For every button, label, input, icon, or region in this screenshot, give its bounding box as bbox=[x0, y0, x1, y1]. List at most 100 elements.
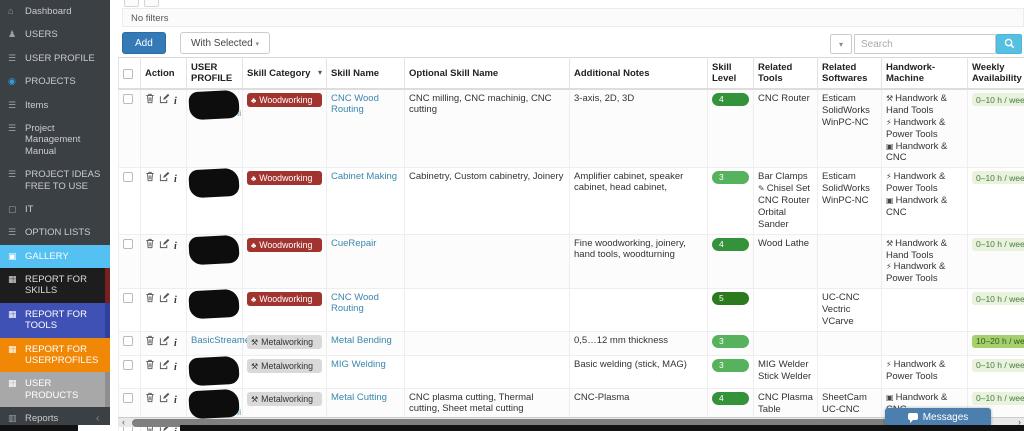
edit-icon[interactable] bbox=[159, 392, 170, 406]
edit-icon[interactable] bbox=[159, 238, 170, 252]
delete-icon[interactable] bbox=[145, 171, 155, 185]
scrollbar-thumb[interactable] bbox=[132, 419, 988, 427]
row-checkbox[interactable] bbox=[123, 172, 133, 183]
sidebar-item-users[interactable]: ♟ USERS bbox=[0, 23, 110, 46]
additional-notes-cell bbox=[569, 288, 708, 332]
delete-icon[interactable] bbox=[145, 359, 155, 373]
edit-icon[interactable] bbox=[159, 171, 170, 185]
weekly-availability-badge: 0–10 h / week bbox=[972, 237, 1024, 251]
info-icon[interactable]: i bbox=[174, 394, 177, 406]
column-header-related-softwares: Related Softwares bbox=[817, 57, 882, 90]
add-button[interactable]: Add bbox=[122, 32, 166, 54]
column-header-additional-notes: Additional Notes bbox=[569, 57, 708, 90]
row-checkbox[interactable] bbox=[123, 335, 133, 346]
sidebar-item-projects[interactable]: ◉ PROJECTS bbox=[0, 70, 110, 93]
optional-skill-name-cell bbox=[404, 233, 570, 290]
skill-name-link[interactable]: Cabinet Making bbox=[331, 171, 398, 183]
search-scope-dropdown[interactable]: ▾ bbox=[830, 34, 852, 54]
messages-label: Messages bbox=[922, 412, 969, 423]
sidebar-item-report-for-userprofiles[interactable]: ▦ REPORT FOR USERPROFILES bbox=[0, 337, 110, 373]
row-checkbox[interactable] bbox=[123, 238, 133, 249]
column-header-label: Action bbox=[145, 67, 175, 79]
toolbar-stub-button[interactable] bbox=[124, 0, 139, 7]
chart-icon: ▥ bbox=[8, 413, 17, 424]
delete-icon[interactable] bbox=[145, 292, 155, 306]
edit-icon[interactable] bbox=[159, 335, 170, 349]
related-software-item: SolidWorks bbox=[822, 104, 870, 116]
report-icon: ▦ bbox=[8, 274, 17, 285]
info-icon[interactable]: i bbox=[174, 427, 177, 431]
info-icon[interactable]: i bbox=[174, 240, 177, 252]
optional-skill-name-cell: CNC milling, CNC machinig, CNC cutting bbox=[404, 88, 570, 169]
info-icon[interactable]: i bbox=[174, 174, 177, 186]
related-software-item: Vectric VCarve bbox=[822, 304, 854, 327]
sidebar-item-label: USER PROFILE bbox=[25, 52, 95, 64]
info-icon[interactable]: i bbox=[174, 96, 177, 107]
sidebar-item-it[interactable]: ▢ IT bbox=[0, 198, 110, 221]
delete-icon[interactable] bbox=[145, 392, 155, 406]
skill-name-link[interactable]: CueRepair bbox=[331, 237, 377, 249]
cnc-icon: ▣ bbox=[886, 196, 894, 205]
column-header-handwork-machine: Handwork-Machine bbox=[881, 57, 968, 90]
additional-notes-cell: 3-axis, 2D, 3D bbox=[569, 88, 708, 169]
sidebar-item-report-for-skills[interactable]: ▦ REPORT FOR SKILLS bbox=[0, 268, 110, 303]
sidebar-item-items[interactable]: ☰ Items bbox=[0, 94, 110, 117]
sidebar-item-user-products[interactable]: ▦ USER PRODUCTS bbox=[0, 372, 110, 408]
column-header-label: Skill Name bbox=[331, 67, 380, 79]
scroll-left-arrow[interactable]: ‹ bbox=[122, 417, 125, 427]
sidebar-item-project-management-manual[interactable]: ☰ Project Management Manual bbox=[0, 117, 110, 163]
sidebar-item-reports[interactable]: ▥ Reports ‹ bbox=[0, 407, 110, 425]
edit-icon[interactable] bbox=[159, 359, 170, 373]
handwork-item: ⚡ Handwork & Power Tools bbox=[886, 261, 963, 285]
sidebar-item-report-for-tools[interactable]: ▦ REPORT FOR TOOLS bbox=[0, 302, 110, 338]
handwork-item: ⚡ Handwork & Power Tools bbox=[886, 171, 963, 195]
scroll-right-arrow[interactable]: › bbox=[1018, 417, 1021, 427]
skill-name-link[interactable]: Metal Bending bbox=[331, 334, 392, 346]
delete-icon[interactable] bbox=[145, 335, 155, 349]
sidebar-item-dashboard[interactable]: ⌂ Dashboard bbox=[0, 0, 110, 23]
related-tool-item: Orbital Sander bbox=[758, 207, 813, 231]
sidebar-item-user-profile[interactable]: ☰ USER PROFILE bbox=[0, 47, 110, 70]
toolbar-stub-button[interactable] bbox=[144, 0, 159, 7]
delete-icon[interactable] bbox=[145, 93, 155, 107]
row-checkbox[interactable] bbox=[123, 94, 133, 104]
search-button[interactable] bbox=[996, 34, 1022, 54]
skill-name-link[interactable]: Metal Cutting bbox=[331, 391, 387, 403]
redacted-avatar bbox=[188, 388, 240, 420]
user-profile-link[interactable]: BasicStreamer bbox=[191, 334, 254, 346]
edit-icon[interactable] bbox=[159, 292, 170, 306]
related-softwares-cell: UC-CNC Vectric VCarve bbox=[817, 288, 882, 332]
sidebar-item-option-lists[interactable]: ☰ OPTION LISTS bbox=[0, 221, 110, 244]
sidebar-item-gallery[interactable]: ▣ GALLERY bbox=[0, 244, 110, 269]
with-selected-dropdown[interactable]: With Selected ▾ bbox=[180, 32, 270, 54]
handwork-label: Handwork & Power Tools bbox=[886, 358, 946, 382]
table-row: i ♣ Woodworking CueRepair Fine woodworking, … bbox=[118, 233, 1024, 290]
info-icon[interactable]: i bbox=[174, 337, 177, 349]
skill-name-link[interactable]: CNC Wood Routing bbox=[331, 292, 379, 315]
tree-icon: ♣ bbox=[251, 174, 257, 184]
messages-button[interactable]: Messages bbox=[885, 408, 991, 428]
row-checkbox[interactable] bbox=[123, 392, 133, 403]
info-icon[interactable]: i bbox=[174, 295, 177, 307]
delete-icon[interactable] bbox=[145, 238, 155, 252]
select-all-checkbox[interactable] bbox=[123, 68, 133, 79]
edit-icon[interactable] bbox=[159, 93, 170, 107]
horizontal-scrollbar[interactable]: ‹ › bbox=[118, 417, 1024, 427]
row-checkbox[interactable] bbox=[123, 293, 133, 304]
table-row: i BasicStreamer ⚒ Metalworking Metal Bending… bbox=[118, 330, 1024, 356]
sort-caret-icon[interactable]: ▾ bbox=[317, 67, 322, 77]
search-input[interactable] bbox=[854, 34, 996, 54]
handwork-machine-cell: ⚡ Handwork & Power Tools bbox=[881, 354, 968, 389]
power-tools-icon: ⚡ bbox=[886, 172, 892, 182]
profile-link-suffix: fi bbox=[237, 109, 241, 118]
row-checkbox[interactable] bbox=[123, 359, 133, 370]
handwork-label: Handwork & Hand Tools bbox=[886, 237, 947, 261]
skill-category-label: Metalworking bbox=[261, 360, 313, 371]
info-icon[interactable]: i bbox=[174, 361, 177, 373]
table-row: i ♣ Woodworking CNC Wood Routing 5 UC-CNC Vect… bbox=[118, 288, 1024, 332]
skill-name-link[interactable]: CNC Wood Routing bbox=[331, 93, 379, 115]
sidebar-item-project-ideas-free-to-use[interactable]: ☰ PROJECT IDEAS FREE TO USE bbox=[0, 163, 110, 198]
sidebar-item-label: GALLERY bbox=[25, 250, 69, 262]
skill-name-link[interactable]: MIG Welding bbox=[331, 358, 386, 370]
skill-level-badge: 3 bbox=[712, 334, 749, 348]
